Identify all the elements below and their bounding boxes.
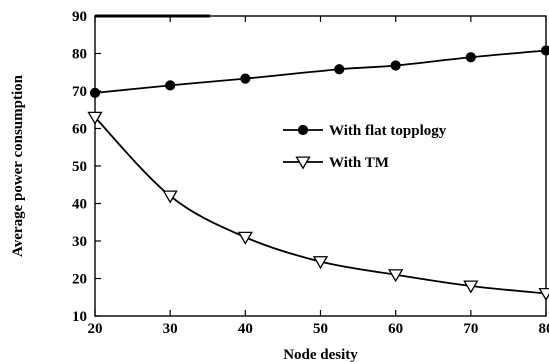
series-group: [87, 45, 549, 301]
y-tick-label: 90: [72, 9, 87, 25]
y-tick-label: 30: [72, 234, 87, 250]
series-1: [87, 111, 549, 301]
x-tick-label: 60: [388, 321, 403, 337]
data-point: [240, 73, 251, 84]
y-tick-label: 10: [72, 309, 87, 325]
data-point: [162, 190, 178, 204]
data-point: [87, 111, 103, 125]
y-tick-label: 50: [72, 159, 87, 175]
y-tick-label: 70: [72, 84, 87, 100]
data-point: [334, 64, 345, 75]
y-axis-label: Average power consumption: [10, 74, 26, 257]
legend-entry: With TM: [283, 155, 389, 171]
data-point: [312, 256, 329, 270]
x-axis-label: Node desity: [283, 347, 358, 362]
x-tick-label: 80: [539, 321, 549, 337]
data-point: [463, 280, 479, 294]
y-tick-label: 20: [72, 272, 87, 288]
x-tick-label: 70: [463, 321, 478, 337]
data-point: [388, 269, 404, 283]
legend-marker: [297, 124, 309, 136]
legend-label: With flat topplogy: [329, 123, 447, 139]
x-tick-label: 40: [238, 321, 253, 337]
y-tick-label: 40: [72, 197, 87, 213]
legend-label: With TM: [329, 155, 389, 171]
axes: 20304050607080102030405060708090: [72, 9, 549, 337]
legend-marker: [295, 156, 311, 170]
data-point: [538, 287, 549, 301]
legend-entry: With flat topplogy: [283, 123, 447, 139]
data-point: [390, 60, 401, 71]
plot-frame: [94, 15, 547, 317]
series-line: [94, 49, 547, 94]
y-tick-label: 80: [72, 47, 87, 63]
data-point: [165, 80, 176, 91]
series-0: [89, 45, 549, 98]
data-point: [540, 45, 549, 56]
x-tick-label: 50: [313, 321, 328, 337]
data-point: [237, 231, 253, 245]
y-tick-label: 60: [72, 122, 87, 138]
data-point: [465, 52, 476, 63]
legend: With flat topplogy With TM: [283, 123, 447, 171]
x-tick-label: 30: [163, 321, 178, 337]
x-tick-label: 20: [88, 321, 103, 337]
data-point: [89, 87, 101, 98]
